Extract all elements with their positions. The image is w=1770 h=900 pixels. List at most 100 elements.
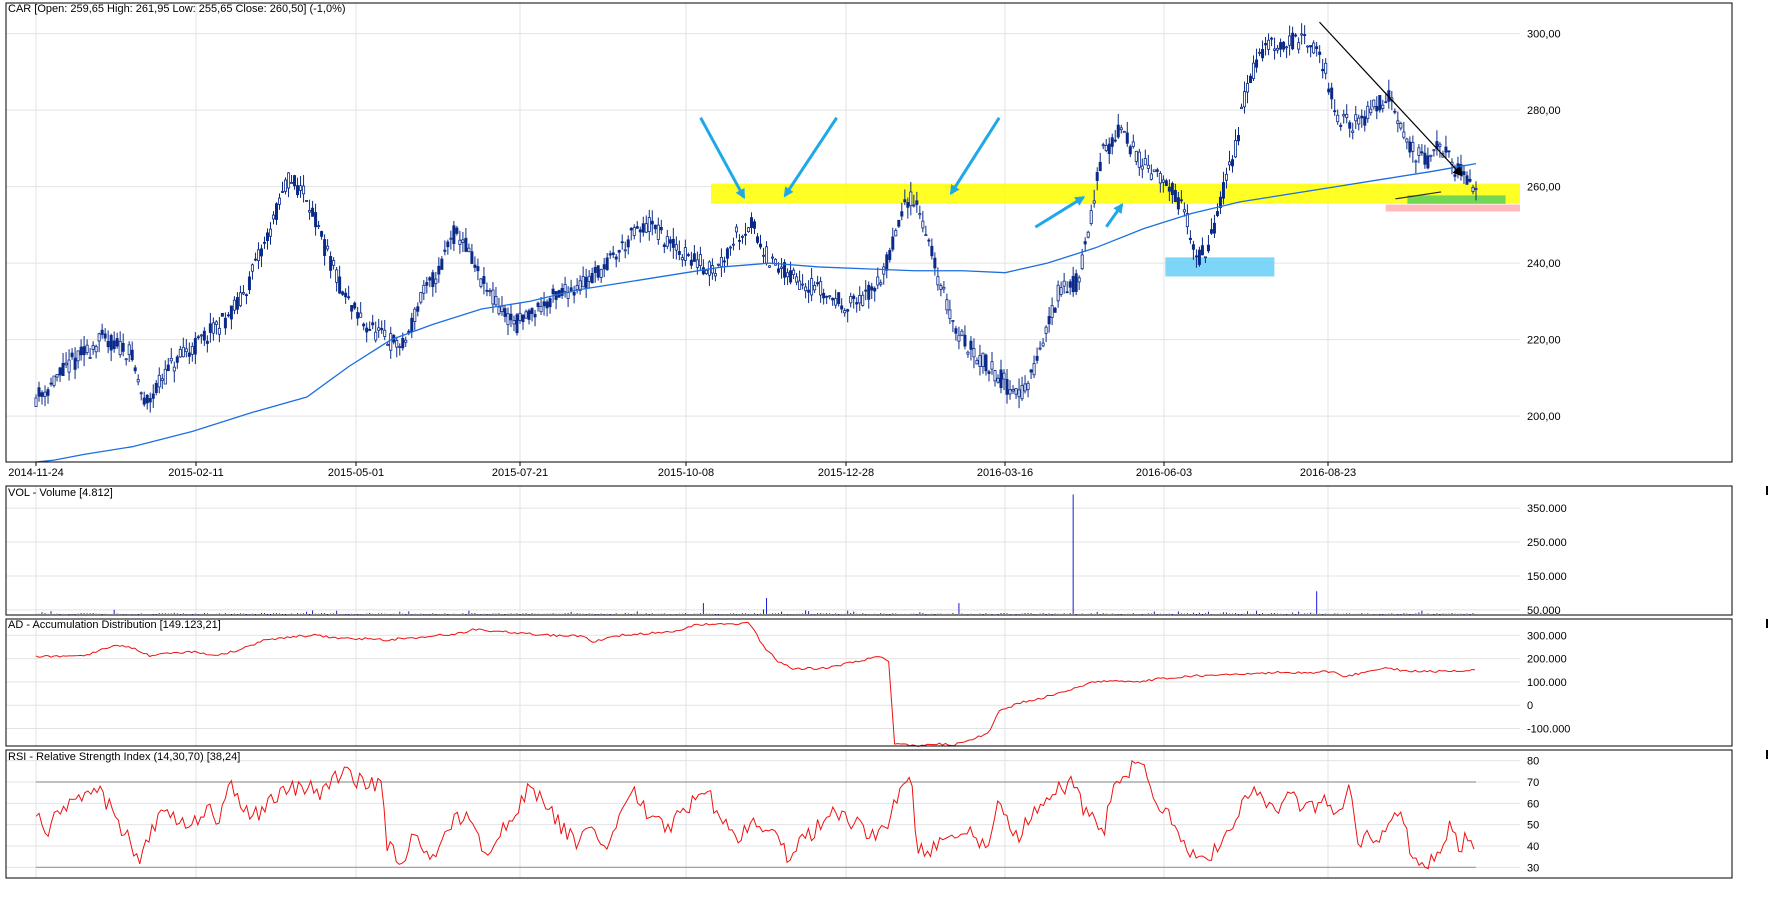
- candle-body: [1224, 173, 1228, 181]
- candle-body: [193, 338, 197, 355]
- candle-body: [1336, 114, 1340, 123]
- price-x-tick-label: 2015-07-21: [492, 467, 548, 479]
- candle-body: [1083, 241, 1087, 245]
- candle-body: [434, 278, 438, 285]
- candle-body: [88, 356, 92, 359]
- candle-body: [1182, 209, 1186, 213]
- candle-body: [404, 339, 408, 343]
- candle-body: [1378, 95, 1382, 111]
- candle-body: [1017, 389, 1021, 398]
- candle-body: [1312, 42, 1316, 54]
- candle-body: [605, 257, 609, 271]
- candle-body: [124, 358, 128, 361]
- candle-body: [386, 344, 390, 346]
- ad-y-tick-labels: -100.000 0 100.000 200.000 300.000: [1527, 630, 1570, 735]
- candle-body: [335, 269, 339, 283]
- rsi-y-tick-label: 30: [1527, 862, 1539, 874]
- candle-body: [849, 296, 853, 304]
- candle-body: [253, 258, 257, 261]
- candle-body: [912, 204, 916, 207]
- price-panel: 200,00 220,00 240,00 260,00 280,00 300,00 201…: [5, 2, 1733, 479]
- candle-body: [100, 329, 104, 335]
- price-y-tick-label: 240,00: [1527, 258, 1561, 270]
- candle-body: [431, 272, 435, 288]
- candle-body: [1429, 154, 1433, 157]
- candle-body: [975, 360, 979, 365]
- candle-body: [202, 330, 206, 341]
- candle-body: [891, 236, 895, 250]
- candle-body: [1324, 62, 1328, 74]
- candle-body: [1077, 277, 1081, 283]
- candle-body: [746, 227, 750, 233]
- candle-body: [873, 287, 877, 292]
- price-highlight-zone: [1385, 204, 1520, 212]
- candle-body: [196, 336, 200, 339]
- candle-body: [425, 282, 429, 286]
- candle-body: [786, 272, 790, 278]
- candle-body: [695, 259, 699, 268]
- candle-body: [374, 331, 378, 341]
- candle-body: [1074, 273, 1078, 292]
- candle-body: [903, 199, 907, 203]
- candle-body: [1020, 385, 1024, 400]
- candle-body: [743, 233, 747, 236]
- candle-body: [777, 268, 781, 273]
- candle-body: [1125, 132, 1129, 144]
- candle-body: [428, 277, 432, 281]
- candle-body: [256, 249, 260, 262]
- candle-body: [1291, 32, 1295, 50]
- price-x-tick-label: 2015-12-28: [818, 467, 874, 479]
- candle-body: [1095, 172, 1099, 181]
- candle-body: [1393, 110, 1397, 113]
- candle-body: [1008, 389, 1012, 395]
- candle-body: [539, 306, 543, 313]
- candle-body: [314, 212, 318, 228]
- candle-body: [813, 285, 817, 291]
- candle-body: [548, 298, 552, 308]
- price-x-tick-label: 2015-05-01: [328, 467, 384, 479]
- candle-body: [1366, 105, 1370, 120]
- candle-body: [674, 244, 678, 251]
- candle-body: [1137, 151, 1141, 168]
- candle-body: [67, 359, 71, 373]
- candle-body: [1345, 113, 1349, 119]
- candle-body: [1032, 363, 1036, 376]
- candle-body: [1200, 245, 1204, 256]
- volume-y-tick-label: 350.000: [1527, 503, 1567, 515]
- candle-body: [70, 352, 74, 358]
- candle-body: [121, 342, 125, 352]
- candle-body: [359, 312, 363, 318]
- candle-body: [1119, 127, 1123, 131]
- candle-body: [921, 220, 925, 229]
- candle-body: [765, 246, 769, 264]
- candle-body: [599, 269, 603, 278]
- candle-body: [175, 356, 179, 363]
- candle-body: [641, 223, 645, 233]
- candle-body: [614, 256, 618, 260]
- candle-body: [49, 382, 53, 385]
- candle-body: [1173, 190, 1177, 203]
- candle-body: [1249, 75, 1253, 84]
- candle-body: [1288, 35, 1292, 46]
- candle-body: [647, 217, 651, 232]
- price-y-tick-labels: 200,00 220,00 240,00 260,00 280,00 300,00: [1527, 29, 1561, 424]
- candle-body: [488, 290, 492, 293]
- candle-body: [650, 220, 654, 225]
- ad-y-tick-label: 100.000: [1527, 677, 1567, 689]
- candle-body: [987, 371, 991, 374]
- candle-body: [220, 312, 224, 317]
- candle-body: [734, 226, 738, 233]
- candle-body: [1155, 169, 1159, 172]
- candle-body: [632, 227, 636, 236]
- candle-body: [160, 378, 164, 381]
- candle-body: [389, 333, 393, 351]
- ad-edge-marker: [1766, 619, 1768, 628]
- volume-panel: 50.000 150.000 250.000 350.000 VOL - Volume…: [5, 485, 1733, 617]
- price-y-tick-label: 280,00: [1527, 105, 1561, 117]
- candle-body: [713, 273, 717, 277]
- candle-body: [572, 291, 576, 296]
- candle-body: [362, 323, 366, 327]
- candle-body: [990, 361, 994, 370]
- candle-body: [157, 374, 161, 388]
- annotation-arrow: [1034, 196, 1086, 229]
